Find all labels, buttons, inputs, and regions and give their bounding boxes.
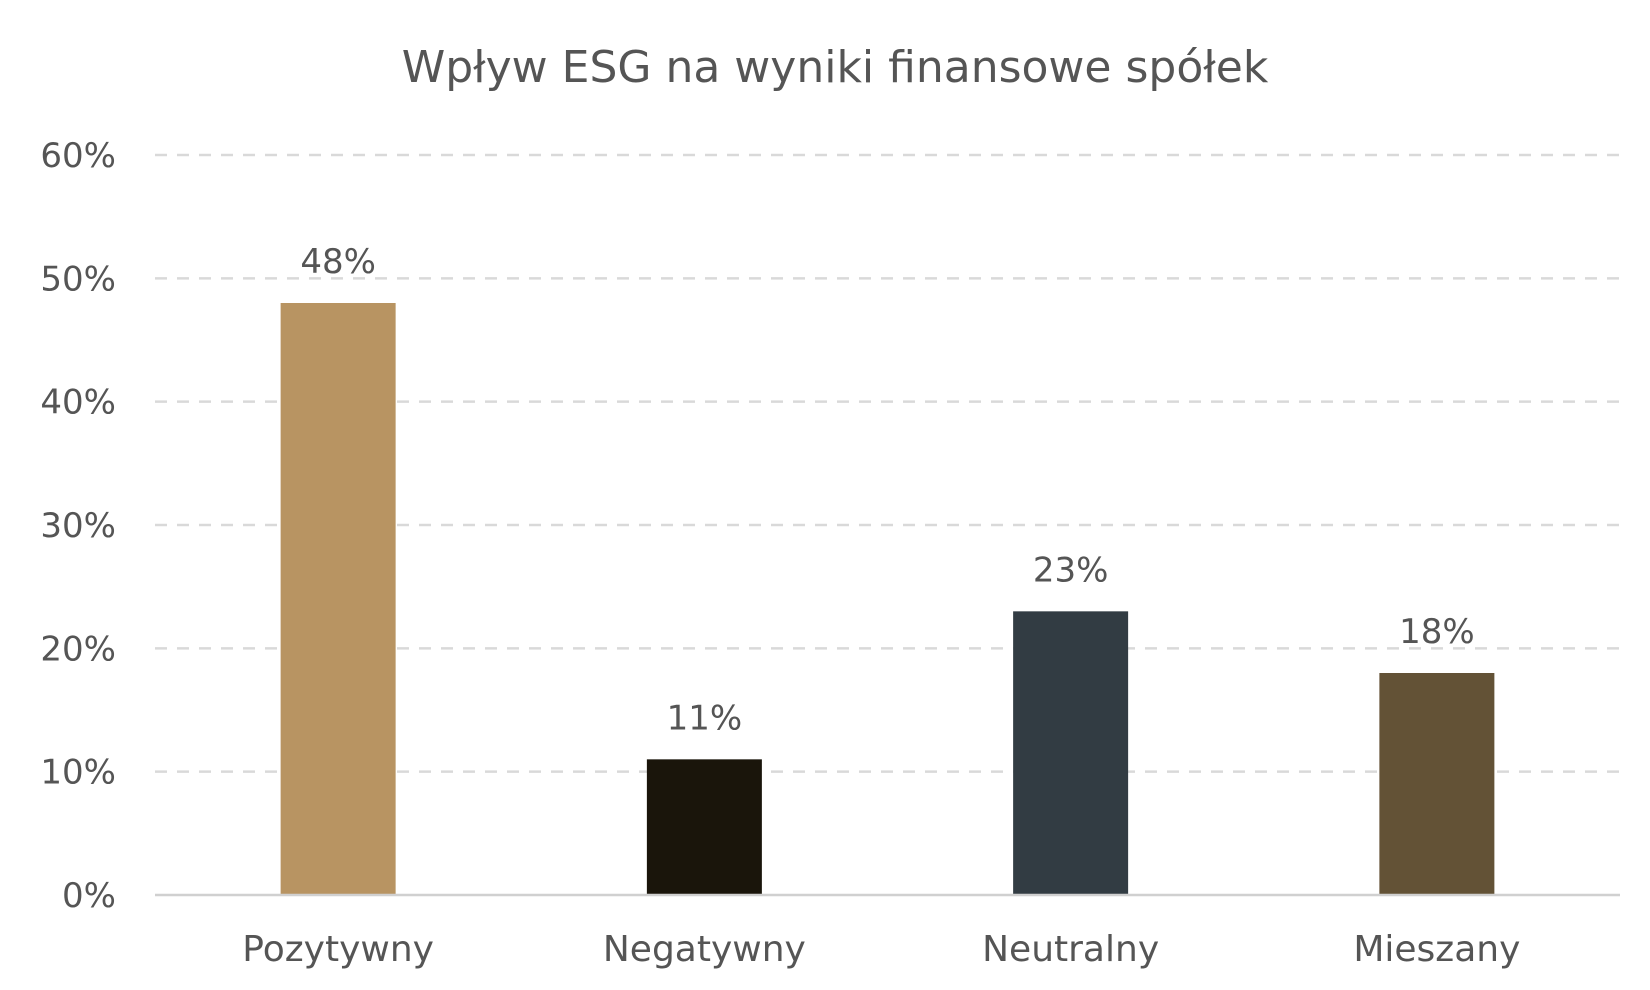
y-axis-tick-labels: 0% 10% 20% 30% 40% 50% 60% <box>40 136 116 916</box>
data-label: 11% <box>667 698 743 738</box>
bar-pozytywny <box>280 303 396 895</box>
category-label: Neutralny <box>982 929 1159 970</box>
data-label: 23% <box>1033 550 1109 590</box>
category-label: Pozytywny <box>242 929 434 970</box>
bar-negatywny <box>646 759 762 895</box>
bar-neutralny <box>1013 611 1129 895</box>
x-axis-category-labels: Pozytywny Negatywny Neutralny Mieszany <box>242 929 1520 970</box>
data-label: 18% <box>1399 612 1475 652</box>
y-tick-label: 20% <box>40 629 116 669</box>
y-tick-label: 30% <box>40 506 116 546</box>
chart-title: Wpływ ESG na wyniki finansowe spółek <box>402 42 1269 93</box>
data-label: 48% <box>300 242 376 282</box>
bar-mieszany <box>1379 673 1495 895</box>
category-label: Negatywny <box>603 929 806 970</box>
y-tick-label: 0% <box>62 876 116 916</box>
data-labels: 48% 11% 23% 18% <box>300 242 1474 738</box>
y-tick-label: 10% <box>40 753 116 793</box>
category-label: Mieszany <box>1353 929 1520 970</box>
gridlines <box>155 153 1620 773</box>
y-tick-label: 40% <box>40 383 116 423</box>
y-tick-label: 50% <box>40 259 116 299</box>
y-tick-label: 60% <box>40 136 116 176</box>
bars <box>280 303 1495 895</box>
